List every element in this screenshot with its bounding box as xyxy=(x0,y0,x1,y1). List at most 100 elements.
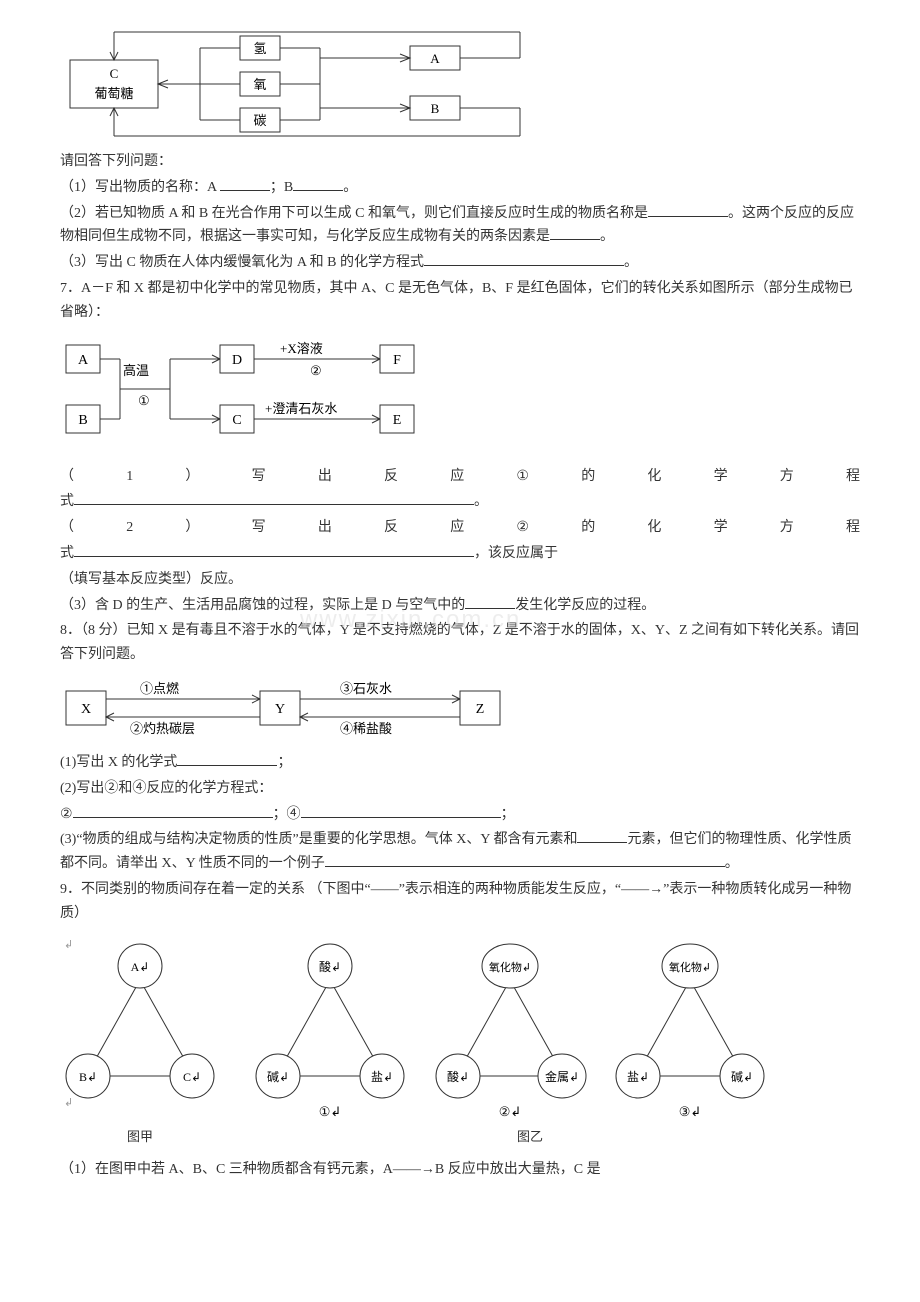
t: （3）含 D 的生产、生活用品腐蚀的过程，实际上是 D 与空气中的 xyxy=(60,598,465,613)
q6-p2: （2）若已知物质 A 和 B 在光合作用下可以生成 C 和氧气，则它们直接反应时… xyxy=(60,202,860,250)
q7-p2b: 式 ，该反应属于 xyxy=(60,542,860,566)
q8-p4: (3)“物质的组成与结构决定物质的性质”是重要的化学思想。气体 X、Y 都含有元… xyxy=(60,828,860,876)
t: 反 xyxy=(384,516,398,540)
t: ② xyxy=(60,807,73,822)
q8-y: Y xyxy=(275,702,285,717)
t: (3)“物质的组成与结构决定物质的性质”是重要的化学思想。气体 X、Y 都含有 xyxy=(60,832,535,847)
q6-intro: 请回答下列问题： xyxy=(60,150,860,174)
t: 方 xyxy=(780,516,794,540)
q9-salt1: 盐↲ xyxy=(371,1070,393,1084)
q7-c: C xyxy=(232,413,241,428)
t: ） xyxy=(185,516,199,540)
q8-p2: (2)写出②和④反应的化学方程式： xyxy=(60,777,860,801)
q9-oxide2: 氧化物↲ xyxy=(489,960,531,974)
t: 学 xyxy=(714,516,728,540)
t: 反 xyxy=(384,465,398,489)
q8-p1: (1)写出 X 的化学式； xyxy=(60,751,860,775)
q8-a4: ④稀盐酸 xyxy=(340,721,392,736)
ret1: ↲ xyxy=(64,939,73,951)
blank xyxy=(73,817,273,818)
q7-p3: （填写基本反应类型）反应。 xyxy=(60,568,860,592)
q7-e: E xyxy=(393,413,402,428)
t: ，该反应属于 xyxy=(474,546,558,561)
t: 的 xyxy=(581,516,595,540)
q9-p1: （1）在图甲中若 A、B、C 三种物质都含有钙元素，A——→B 反应中放出大量热… xyxy=(60,1158,860,1182)
q9-b: B↲ xyxy=(79,1070,97,1084)
blank xyxy=(177,765,277,766)
blank xyxy=(424,265,624,266)
t: 程 xyxy=(846,465,860,489)
q6-box-c-l1: C xyxy=(110,66,119,81)
q9-a: A↲ xyxy=(131,960,150,974)
q7-b: B xyxy=(78,413,87,428)
blank xyxy=(577,842,627,843)
blank xyxy=(325,866,725,867)
t: 式 xyxy=(60,494,74,509)
t: 写 xyxy=(252,516,266,540)
q6-p2a: （2）若已知物质 A 和 B 在光合作用下可以生成 C 和氧气，则它们直接反应时… xyxy=(60,206,648,221)
q6-box-c-l2: 葡萄糖 xyxy=(94,86,133,101)
q6-box-a: A xyxy=(430,51,440,66)
q8-a3: ③石灰水 xyxy=(340,681,392,696)
t: 学 xyxy=(714,465,728,489)
q8-p3: ② ；④ ； xyxy=(60,803,860,827)
q7-title: 7．A－F 和 X 都是初中化学中的常见物质，其中 A、C 是无色气体，B、F … xyxy=(60,277,860,325)
t: 1 xyxy=(126,465,133,489)
q9-circ2: ②↲ xyxy=(499,1104,522,1119)
t: (1)写出 X 的化学式 xyxy=(60,755,177,770)
q7-p1b: 式。 xyxy=(60,490,860,514)
blank xyxy=(220,190,270,191)
q9-diagram: A↲ B↲ C↲ 酸↲ 碱↲ 盐↲ ①↲ 氧化物↲ 酸↲ 金属↲ ②↲ xyxy=(60,936,860,1148)
q9-cap-r: 图乙 xyxy=(450,1126,610,1148)
t: （ xyxy=(60,465,74,489)
q9-salt3: 盐↲ xyxy=(627,1070,649,1084)
t: 发生化学反应的过程。 xyxy=(515,598,655,613)
q7-a: A xyxy=(78,353,89,368)
q6-box-b: B xyxy=(431,101,440,116)
q6-p3b: 。 xyxy=(624,255,638,270)
q9-acid1: 酸↲ xyxy=(319,959,341,974)
q6-box-carbon: 碳 xyxy=(253,113,266,128)
t: 应 xyxy=(450,516,464,540)
q9-oxide3: 氧化物↲ xyxy=(669,960,711,974)
q8-a1: ①点燃 xyxy=(140,681,179,696)
q6-diagram: C 葡萄糖 氢 氧 碳 A B xyxy=(60,30,860,140)
q9-title: 9．不同类别的物质间存在着一定的关系 （下图中“——”表示相连的两种物质能发生反… xyxy=(60,878,860,926)
q9-c: C↲ xyxy=(183,1070,201,1084)
q8-a2: ②灼热碳层 xyxy=(130,721,195,736)
t: 式 xyxy=(60,546,74,561)
q7-diagram: A B 高温 ① D C +X溶液 ② +澄清石灰水 F E xyxy=(60,335,860,455)
t: ② xyxy=(516,516,529,540)
t: 程 xyxy=(846,516,860,540)
blank xyxy=(550,239,600,240)
q7-p2: （ 2 ） 写 出 反 应 ② 的 化 学 方 程 xyxy=(60,516,860,540)
blank xyxy=(74,504,474,505)
t: 元素和 xyxy=(535,832,577,847)
q8-diagram: X ①点燃 ②灼热碳层 Y ③石灰水 ④稀盐酸 Z xyxy=(60,677,860,741)
q7-xlabel: +X溶液 xyxy=(280,341,323,356)
q9-cap-l: 图甲 xyxy=(60,1126,220,1148)
q8-z: Z xyxy=(476,702,485,717)
t: ； xyxy=(501,807,515,822)
t: 出 xyxy=(318,516,332,540)
t: 。 xyxy=(474,494,488,509)
q9-base3: 碱↲ xyxy=(731,1070,753,1084)
q7-lime: +澄清石灰水 xyxy=(265,401,337,416)
t: 的 xyxy=(581,465,595,489)
q8-x: X xyxy=(81,702,91,717)
q6-p3: （3）写出 C 物质在人体内缓慢氧化为 A 和 B 的化学方程式。 xyxy=(60,251,860,275)
q7-p4: （3）含 D 的生产、生活用品腐蚀的过程，实际上是 D 与空气中的 发生化学反应的… xyxy=(60,594,860,618)
blank xyxy=(74,556,474,557)
t: 应 xyxy=(450,465,464,489)
ret2: ↲ xyxy=(64,1097,73,1109)
t: 。 xyxy=(725,856,739,871)
q6-p1a: （1）写出物质的名称：A xyxy=(60,180,220,195)
blank xyxy=(648,216,728,217)
q7-svg: A B 高温 ① D C +X溶液 ② +澄清石灰水 F E xyxy=(60,335,540,455)
t: ；④ xyxy=(273,807,301,822)
blank xyxy=(293,190,343,191)
q9-base1: 碱↲ xyxy=(267,1070,289,1084)
q7-circ2: ② xyxy=(310,363,322,378)
q6-p1b: ；B xyxy=(270,180,293,195)
q6-svg: C 葡萄糖 氢 氧 碳 A B xyxy=(60,30,620,140)
